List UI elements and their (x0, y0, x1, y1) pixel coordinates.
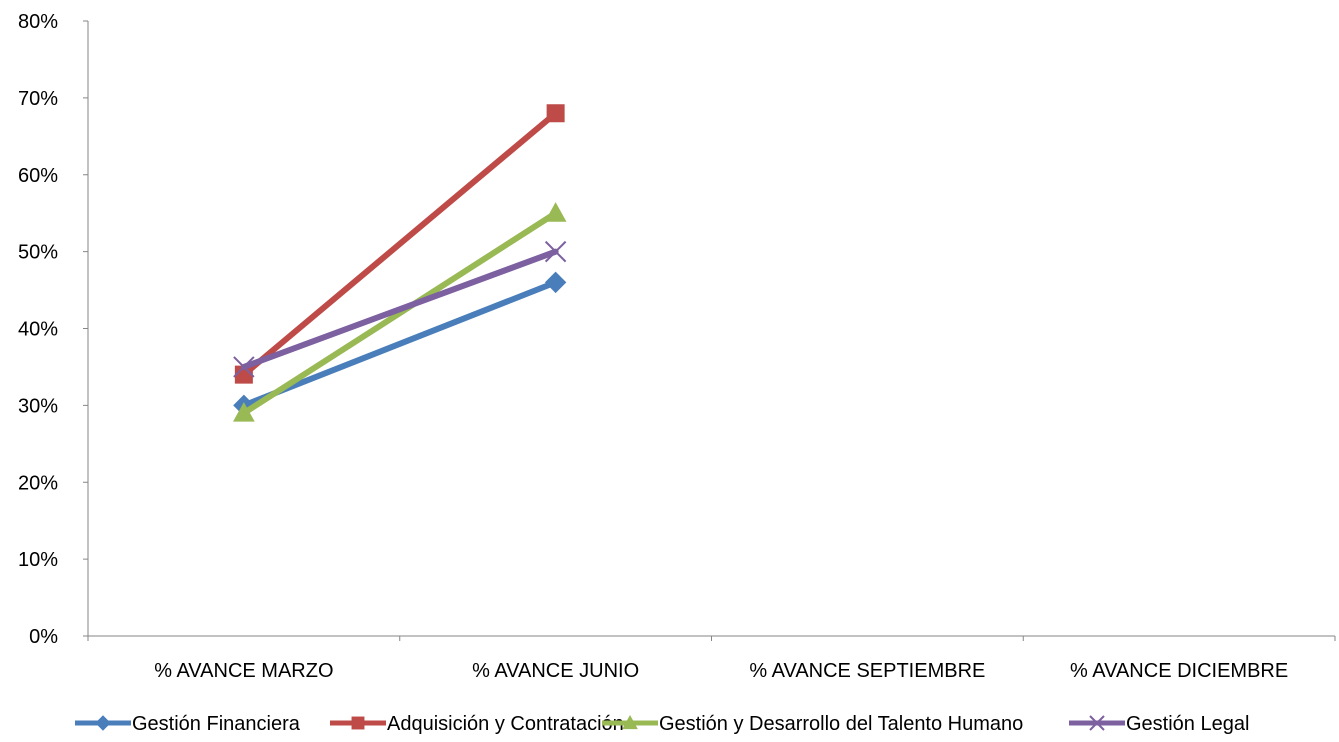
legend-item: Gestión Financiera (75, 713, 301, 735)
y-tick-labels: 0% 10% 20% 30% 40% 50% 60% 70% 80% (18, 11, 58, 648)
axes (83, 20, 1336, 641)
y-tick-label: 10% (18, 549, 58, 571)
series-3 (233, 202, 567, 422)
x-tick-label: % AVANCE JUNIO (472, 660, 639, 682)
y-tick-label: 30% (18, 395, 58, 417)
y-tick-label: 50% (18, 242, 58, 264)
legend-item: Adquisición y Contratación (330, 713, 624, 735)
y-tick-label: 60% (18, 165, 58, 187)
series-4 (233, 240, 567, 378)
legend-label: Gestión y Desarrollo del Talento Humano (659, 713, 1023, 735)
legend-item: Gestión y Desarrollo del Talento Humano (602, 713, 1023, 735)
y-tick-label: 40% (18, 319, 58, 341)
series-line (240, 279, 559, 409)
marker-diamond (544, 271, 567, 294)
series-line (240, 110, 559, 378)
series-line (240, 248, 559, 370)
series-1 (233, 271, 567, 417)
legend-label: Gestión Legal (1126, 713, 1249, 735)
y-tick-label: 0% (29, 626, 58, 648)
marker-square (351, 716, 365, 730)
legend: Gestión Financiera Adquisición y Contrata… (75, 713, 1249, 735)
x-tick-labels: % AVANCE MARZO % AVANCE JUNIO % AVANCE SEP… (154, 660, 1288, 682)
x-tick-label: % AVANCE MARZO (154, 660, 333, 682)
legend-label: Adquisición y Contratación (387, 713, 624, 735)
legend-item: Gestión Legal (1069, 713, 1249, 735)
y-tick-label: 80% (18, 11, 58, 33)
x-tick-label: % AVANCE SEPTIEMBRE (749, 660, 985, 682)
y-tick-label: 70% (18, 88, 58, 110)
marker-x (233, 356, 255, 378)
marker-diamond (95, 715, 111, 731)
marker-triangle (233, 402, 255, 422)
series-group (233, 104, 567, 422)
x-tick-label: % AVANCE DICIEMBRE (1070, 660, 1288, 682)
legend-label: Gestión Financiera (132, 713, 301, 735)
marker-triangle (544, 202, 567, 222)
marker-triangle (622, 714, 638, 730)
marker-x (1089, 715, 1105, 731)
series-line (240, 210, 559, 417)
marker-square (546, 104, 565, 123)
y-tick-label: 20% (18, 472, 58, 494)
marker-x (544, 240, 567, 263)
